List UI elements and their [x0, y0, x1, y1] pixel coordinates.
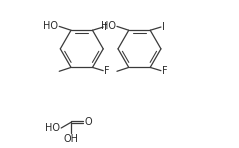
Text: HO: HO	[101, 21, 116, 31]
Text: OH: OH	[64, 134, 79, 144]
Text: I: I	[104, 22, 107, 32]
Text: HO: HO	[43, 21, 58, 31]
Text: O: O	[84, 117, 92, 127]
Text: F: F	[104, 66, 110, 76]
Text: HO: HO	[45, 123, 60, 133]
Text: I: I	[162, 22, 165, 32]
Text: F: F	[162, 66, 168, 76]
